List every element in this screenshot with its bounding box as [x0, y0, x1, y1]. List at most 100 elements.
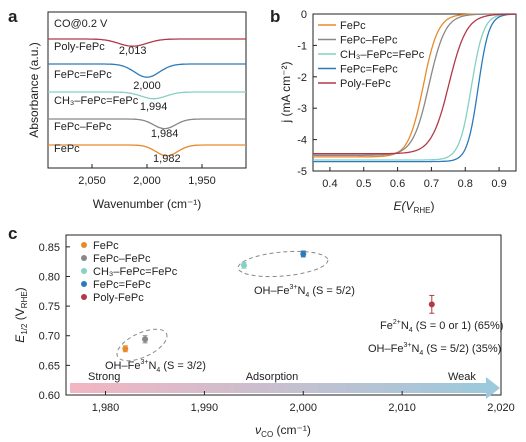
point-fepc-fepc: [142, 336, 149, 343]
lsv-fepc-fepc: [313, 13, 516, 156]
spectrum-fepc-fepc: [48, 118, 246, 130]
panel-b-xlabel-main: E(V: [394, 199, 415, 213]
legend-label-fepc: FePc: [340, 20, 366, 32]
b-ytick-label--2: -2: [297, 72, 307, 84]
legend-label-ch-fepc-fepc: CH₃–FePc=FePc: [340, 49, 425, 61]
c-ytick-label-0.65: 0.65: [39, 360, 60, 372]
panel-b-xticks: 0.4 0.5 0.6 0.7 0.8 0.9: [322, 167, 507, 190]
peak-label-poly-fepc: 2,013: [119, 45, 147, 57]
panel-b: FePc FePc–FePc CH₃–FePc=FePc FePc=FePc Poly-…: [279, 9, 517, 215]
b-xtick-label-0.7: 0.7: [424, 178, 439, 190]
panel-a-letter: a: [8, 7, 18, 26]
panel-a-labels: Poly-FePc 2,013 FePc=FePc 2,000 CH₃–FePc=FeP…: [54, 41, 181, 165]
spectrum-ch-fepc-fepc: [48, 91, 246, 100]
adsorption-weak-label: Weak: [448, 371, 476, 383]
b-ytick-label--1: -1: [297, 40, 307, 52]
lsv-fepc-fepc: [313, 13, 517, 163]
legend-label-fepc-fepc: FePc–FePc: [340, 35, 398, 47]
panel-a-curves: [48, 38, 246, 157]
a-xtick-label-2050: 2,050: [78, 175, 106, 187]
point-fepc-fepc: [300, 250, 307, 257]
annotation-s52: OH–Fe3+N4 (S = 5/2): [254, 284, 355, 299]
b-ytick-label--5: -5: [297, 166, 307, 178]
panel-c-points: [122, 250, 435, 353]
c-legend-marker-poly-fepc: [81, 294, 87, 300]
peak-label-fepc-fepc: 2,000: [133, 80, 161, 92]
panel-a-ylabel: Absorbance (a.u.): [27, 42, 41, 137]
panel-a-xticks: 2,050 2,000 1,950: [78, 164, 216, 187]
annotation-mix2: OH–Fe3+N4 (S = 5/2) (35%): [368, 342, 501, 357]
c-xtick-label-2000: 2,000: [290, 402, 318, 414]
legend-label-fepc-fepc: FePc=FePc: [340, 64, 398, 76]
a-xtick-label-2000: 2,000: [133, 175, 161, 187]
panel-b-xlabel-close: ): [430, 199, 434, 213]
panel-a-xlabel: Wavenumber (cm⁻¹): [93, 197, 202, 211]
spectrum-label-ch-fepc-fepc: CH₃–FePc=FePc: [54, 95, 139, 107]
panel-c-xticks: 1,980 1,990 2,000 2,010 2,020: [92, 391, 515, 414]
c-legend-label-poly-fepc: Poly-FePc: [93, 292, 144, 304]
a-xtick-label-1950: 1,950: [188, 175, 216, 187]
b-ytick-label--4: -4: [297, 135, 307, 147]
adsorption-middle-label: Adsorption: [246, 371, 299, 383]
c-xtick-label-1990: 1,990: [191, 402, 219, 414]
c-legend-label-fepc: FePc: [93, 240, 119, 252]
panel-b-letter: b: [270, 7, 280, 26]
c-ytick-label-0.70: 0.70: [39, 331, 60, 343]
b-xtick-label-0.8: 0.8: [458, 178, 473, 190]
adsorption-arrow-head: [486, 377, 500, 399]
c-xtick-label-2020: 2,020: [487, 402, 515, 414]
point-poly-fepc: [428, 301, 435, 308]
panel-c-xlabel: νCO (cm⁻¹): [255, 423, 311, 439]
spectrum-label-fepc-fepc: FePc–FePc: [54, 121, 112, 133]
b-ytick-label--3: -3: [297, 103, 307, 115]
panel-c-yticks: 0.60 0.65 0.70 0.75 0.80 0.85: [39, 242, 70, 402]
panel-b-xlabel-sub: RHE: [414, 206, 431, 215]
spectrum-label-fepc-fepc: FePc=FePc: [54, 69, 112, 81]
b-xtick-label-0.5: 0.5: [356, 178, 371, 190]
b-xtick-label-0.6: 0.6: [390, 178, 405, 190]
adsorption-strong-label: Strong: [88, 371, 120, 383]
b-xtick-label-0.4: 0.4: [322, 178, 337, 190]
c-legend-marker-fepc-fepc: [81, 255, 87, 261]
c-legend-label-fepc-fepc: FePc–FePc: [93, 253, 151, 265]
panel-c-frame: [65, 234, 502, 396]
c-legend-marker-fepc-fepc: [81, 281, 87, 287]
annotation-mix1: Fe2+N4 (S = 0 or 1) (65%): [380, 319, 503, 334]
c-legend-marker-ch-fepc-fepc: [81, 268, 87, 274]
panel-a-condition: CO@0.2 V: [54, 18, 108, 30]
panel-a: Poly-FePc 2,013 FePc=FePc 2,000 CH₃–FePc=FeP…: [27, 11, 247, 211]
panel-c-ylabel: E1/2 (VRHE): [13, 287, 29, 342]
panel-b-legend: FePc FePc–FePc CH₃–FePc=FePc FePc=FePc Poly-…: [318, 20, 425, 90]
spectrum-poly-fepc: [48, 38, 246, 47]
cluster-ellipse-s32: [116, 328, 168, 362]
c-ytick-label-0.85: 0.85: [39, 242, 60, 254]
panel-c: Strong Adsorption Weak FePcFePc–FePcCH₃–…: [13, 234, 515, 439]
annotation-s32: OH–Fe3+N4 (S = 3/2): [105, 359, 206, 374]
panel-b-curves: [313, 13, 517, 163]
adsorption-arrow-shaft: [70, 383, 486, 393]
panel-b-xlabel: E(VRHE): [394, 199, 435, 215]
c-legend-label-fepc-fepc: FePc=FePc: [93, 279, 151, 291]
peak-label-fepc: 1,982: [153, 153, 181, 165]
b-xtick-label-0.9: 0.9: [491, 178, 506, 190]
c-ytick-label-0.80: 0.80: [39, 271, 60, 283]
panel-c-letter: c: [8, 224, 17, 243]
panel-b-yticks: 0 -1 -2 -3 -4 -5: [297, 9, 317, 178]
spectrum-label-fepc: FePc: [54, 143, 80, 155]
spectrum-label-poly-fepc: Poly-FePc: [54, 41, 105, 53]
c-legend-label-ch-fepc-fepc: CH₃–FePc=FePc: [93, 266, 178, 278]
legend-label-poly-fepc: Poly-FePc: [340, 78, 391, 90]
spectrum-fepc: [48, 144, 246, 157]
spectrum-fepc-fepc: [48, 63, 246, 78]
panel-b-frame: [312, 13, 517, 172]
c-xtick-label-1980: 1,980: [92, 402, 120, 414]
panel-c-legend: FePcFePc–FePcCH₃–FePc=FePcFePc=FePcPoly-…: [81, 240, 178, 304]
b-ytick-label-0: 0: [301, 9, 307, 21]
c-ytick-label-0.60: 0.60: [39, 390, 60, 402]
c-legend-marker-fepc: [81, 242, 87, 248]
c-ytick-label-0.75: 0.75: [39, 301, 60, 313]
panel-b-ylabel: j (mA cm⁻²): [279, 62, 293, 124]
point-ch-fepc-fepc: [240, 262, 247, 269]
peak-label-fepc-fepc: 1,984: [151, 128, 179, 140]
